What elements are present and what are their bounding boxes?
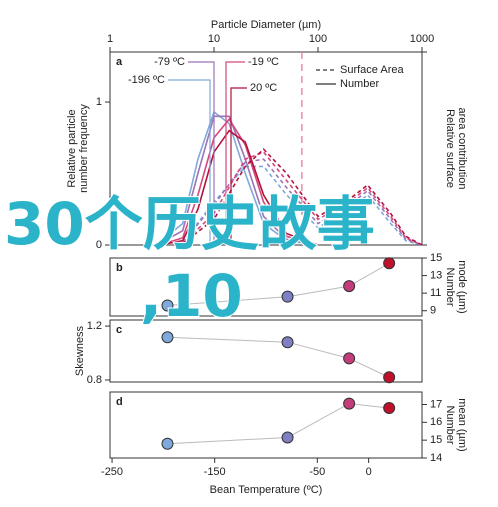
panel-frame bbox=[109, 257, 423, 317]
number-line bbox=[159, 129, 319, 246]
panel-frame bbox=[109, 391, 423, 459]
y-tick-label: 1 bbox=[96, 96, 102, 108]
panel-frame bbox=[109, 51, 423, 246]
number-line bbox=[159, 115, 319, 246]
surface-line bbox=[182, 151, 423, 246]
legend-label: Surface Area bbox=[340, 64, 404, 76]
x-tick-label: 100 bbox=[309, 33, 327, 45]
data-point bbox=[383, 402, 396, 415]
x-tick-label: -250 bbox=[101, 466, 123, 478]
surface-line bbox=[182, 165, 423, 246]
y-tick-label: 15 bbox=[430, 434, 442, 446]
y-axis-label: mode (µm) bbox=[456, 260, 468, 313]
overlay-text: ,10 bbox=[140, 262, 243, 330]
y2-axis-label: Relative surface bbox=[444, 109, 456, 188]
panel-letter: d bbox=[116, 396, 123, 408]
x-tick-label: 0 bbox=[366, 466, 372, 478]
data-point bbox=[343, 280, 356, 293]
y2-axis-label: area contribution bbox=[456, 108, 468, 190]
data-point bbox=[383, 371, 396, 384]
data-point bbox=[281, 290, 294, 303]
y-tick-label: 9 bbox=[430, 305, 436, 317]
data-point bbox=[343, 397, 356, 410]
y-tick-label: 16 bbox=[430, 416, 442, 428]
temperature-label: 20 ºC bbox=[250, 82, 277, 94]
data-point bbox=[383, 257, 396, 270]
x-tick-label: -50 bbox=[309, 466, 325, 478]
data-point bbox=[281, 336, 294, 349]
panel-letter: a bbox=[116, 56, 123, 68]
x-tick-label: -150 bbox=[204, 466, 226, 478]
y-tick-label: 13 bbox=[430, 269, 442, 281]
y-axis-label: number frequency bbox=[78, 104, 90, 193]
y-tick-label: 11 bbox=[430, 287, 441, 299]
y-tick-label: 0.8 bbox=[87, 374, 102, 386]
data-point bbox=[161, 299, 174, 312]
panel-letter: c bbox=[116, 324, 122, 336]
y-axis-label: Number bbox=[444, 267, 456, 306]
data-point bbox=[281, 431, 294, 444]
annotation-line bbox=[188, 61, 215, 245]
temperature-label: -196 ºC bbox=[128, 74, 165, 86]
y-tick-label: 0 bbox=[96, 239, 102, 251]
annotation-line bbox=[225, 61, 245, 245]
data-point bbox=[343, 352, 356, 365]
legend-label: Number bbox=[340, 78, 379, 90]
y-axis-label: mean (µm) bbox=[456, 398, 468, 451]
y-tick-label: 1.2 bbox=[87, 320, 102, 332]
x-tick-label: 1 bbox=[107, 33, 113, 45]
data-point bbox=[161, 437, 174, 450]
x-axis-label: Bean Temperature (ºC) bbox=[210, 484, 323, 496]
y-axis-label: Number bbox=[444, 405, 456, 444]
annotation-line bbox=[230, 87, 247, 245]
number-line bbox=[159, 110, 319, 246]
temperature-label: -19 ºC bbox=[248, 56, 279, 68]
overlay-text: 30个历史故事 bbox=[4, 190, 375, 258]
trend-line bbox=[167, 262, 390, 306]
x-tick-label: 1000 bbox=[410, 33, 434, 45]
surface-line bbox=[182, 158, 423, 246]
number-line bbox=[159, 117, 319, 246]
annotation-line bbox=[168, 79, 211, 245]
x-tick-label: 10 bbox=[208, 33, 220, 45]
panel-frame bbox=[109, 319, 423, 383]
surface-line bbox=[182, 148, 423, 246]
trend-line bbox=[167, 336, 390, 378]
x-axis-label: Particle Diameter (µm) bbox=[211, 19, 321, 31]
y-axis-label: Relative particle bbox=[66, 109, 78, 187]
temperature-label: -79 ºC bbox=[154, 56, 185, 68]
y-tick-label: 15 bbox=[430, 252, 442, 264]
y-tick-label: 14 bbox=[430, 452, 442, 464]
data-point bbox=[161, 331, 174, 344]
y-tick-label: 17 bbox=[430, 398, 442, 410]
panel-letter: b bbox=[116, 262, 123, 274]
trend-line bbox=[167, 403, 390, 445]
y-axis-label: Skewness bbox=[74, 325, 86, 376]
